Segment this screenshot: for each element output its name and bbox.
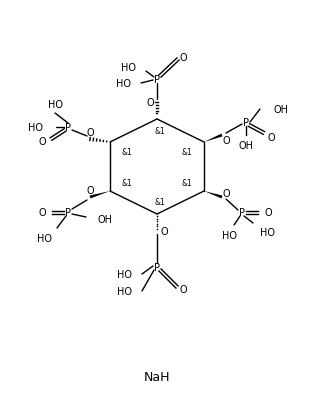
Text: HO: HO xyxy=(47,100,62,110)
Text: O: O xyxy=(222,188,230,198)
Text: &1: &1 xyxy=(181,148,192,157)
Text: O: O xyxy=(86,186,94,196)
Text: O: O xyxy=(146,98,154,108)
Text: P: P xyxy=(154,262,160,272)
Polygon shape xyxy=(204,192,223,199)
Text: HO: HO xyxy=(121,63,136,73)
Text: &1: &1 xyxy=(122,179,133,188)
Text: NaH: NaH xyxy=(144,371,170,383)
Polygon shape xyxy=(89,192,110,199)
Text: HO: HO xyxy=(37,233,52,243)
Text: HO: HO xyxy=(117,286,132,296)
Text: P: P xyxy=(65,123,71,133)
Text: OH: OH xyxy=(274,105,289,115)
Text: O: O xyxy=(179,53,187,63)
Text: HO: HO xyxy=(223,231,237,241)
Polygon shape xyxy=(204,134,223,143)
Text: O: O xyxy=(38,137,46,147)
Text: &1: &1 xyxy=(181,179,192,188)
Text: O: O xyxy=(38,207,46,217)
Text: &1: &1 xyxy=(154,198,165,207)
Text: P: P xyxy=(243,118,249,128)
Text: HO: HO xyxy=(117,269,132,279)
Text: O: O xyxy=(222,136,230,146)
Text: &1: &1 xyxy=(154,127,165,136)
Text: &1: &1 xyxy=(122,148,133,157)
Text: O: O xyxy=(267,133,275,143)
Text: P: P xyxy=(239,207,245,217)
Text: HO: HO xyxy=(260,227,275,237)
Text: OH: OH xyxy=(239,141,253,151)
Text: P: P xyxy=(154,75,160,85)
Text: HO: HO xyxy=(28,123,43,133)
Text: O: O xyxy=(179,284,187,294)
Text: HO: HO xyxy=(116,79,131,89)
Text: O: O xyxy=(86,128,94,138)
Text: O: O xyxy=(160,227,168,237)
Text: OH: OH xyxy=(98,215,113,225)
Text: O: O xyxy=(264,207,272,217)
Text: P: P xyxy=(65,207,71,217)
